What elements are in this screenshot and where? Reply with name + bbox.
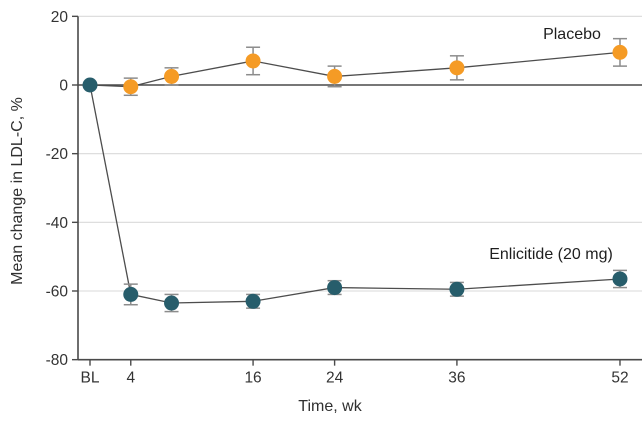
series-label-placebo: Placebo [543,26,601,43]
series-line [89,84,621,304]
x-tick-label: 16 [244,370,261,387]
data-point [82,77,98,93]
x-tick-label: 52 [611,370,628,387]
data-point [164,295,180,311]
y-tick-label: 0 [59,78,68,95]
data-point [449,281,465,297]
data-point [327,280,343,296]
data-point [245,53,261,69]
data-point [164,68,180,84]
data-point [612,271,628,287]
x-tick-label: 24 [326,370,344,387]
data-point [123,79,139,95]
y-tick-label: -60 [46,283,69,300]
x-axis-title: Time, wk [298,398,362,415]
y-tick-label: -20 [46,146,69,163]
data-point [612,44,628,60]
x-tick-label: BL [81,370,100,387]
series-label-enlicitide: Enlicitide (20 mg) [489,246,613,263]
y-tick-label: -40 [46,215,69,232]
data-point [449,60,465,76]
y-tick-label: 20 [51,9,69,26]
data-point [123,286,139,302]
y-axis-title: Mean change in LDL-C, % [9,97,26,285]
data-point [327,68,343,84]
y-tick-label: -80 [46,352,69,369]
x-tick-label: 4 [126,370,135,387]
data-point [245,293,261,309]
x-tick-label: 36 [448,370,465,387]
